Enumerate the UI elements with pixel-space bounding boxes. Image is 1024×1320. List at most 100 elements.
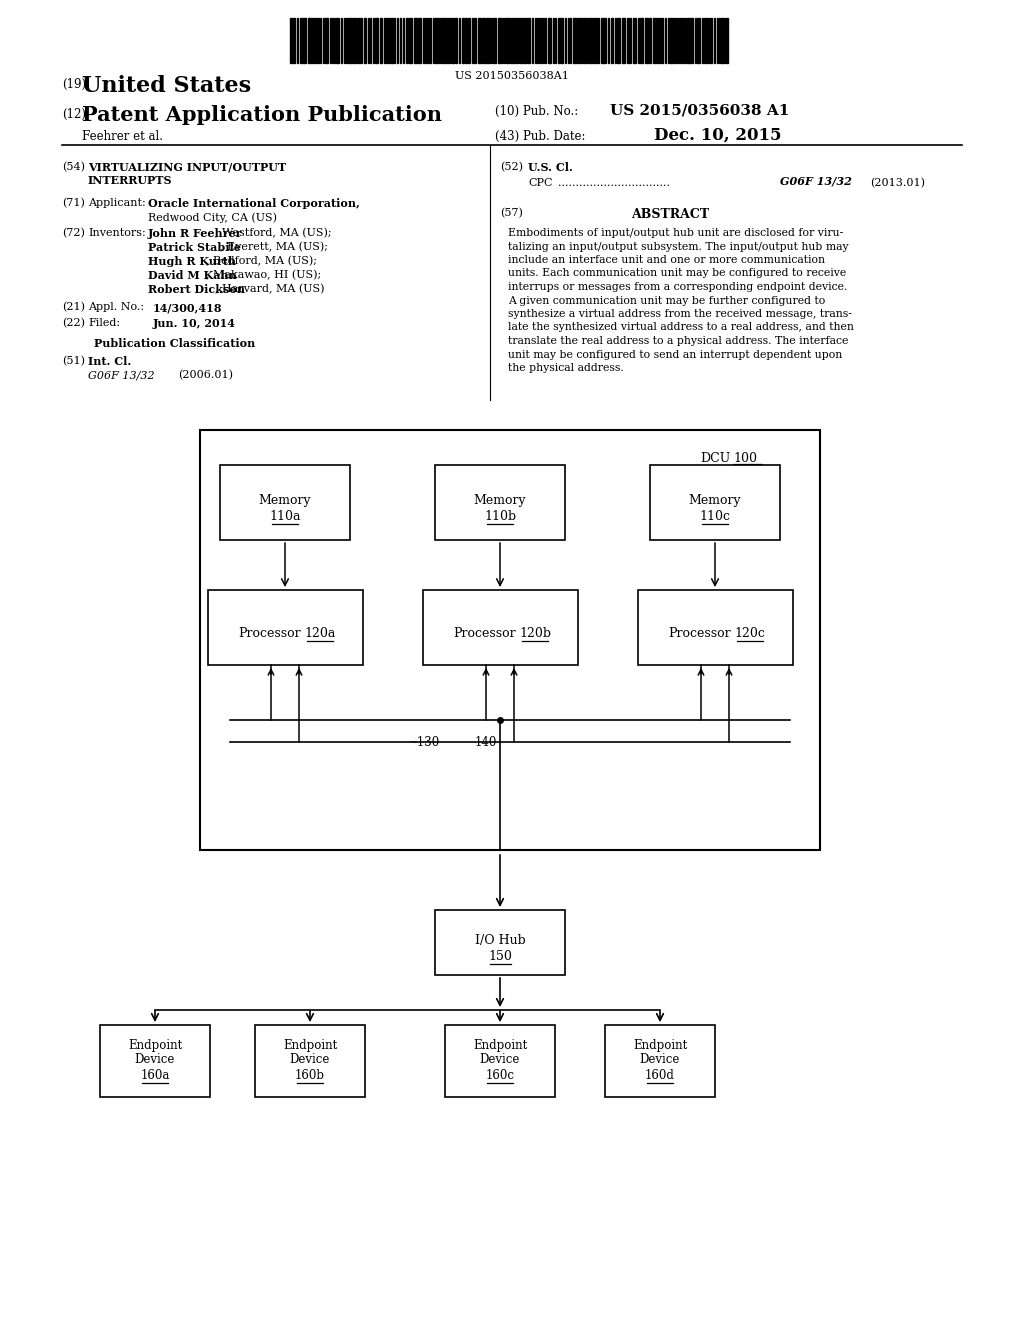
Text: Embodiments of input/output hub unit are disclosed for viru-: Embodiments of input/output hub unit are… <box>508 228 843 238</box>
Text: (72): (72) <box>62 228 85 239</box>
Bar <box>650 465 780 540</box>
Bar <box>364 18 366 63</box>
Text: the physical address.: the physical address. <box>508 363 624 374</box>
Bar <box>527 18 530 63</box>
Bar <box>406 18 408 63</box>
Text: 120b: 120b <box>519 627 551 640</box>
Text: Memory: Memory <box>259 494 311 507</box>
Text: 120c: 120c <box>734 627 765 640</box>
Bar <box>710 18 712 63</box>
Text: (51): (51) <box>62 356 85 367</box>
Bar <box>293 18 295 63</box>
Text: 110c: 110c <box>699 510 730 523</box>
Bar <box>611 18 613 63</box>
Bar <box>573 18 575 63</box>
Bar <box>680 18 682 63</box>
Text: CPC: CPC <box>528 178 553 187</box>
Bar <box>583 18 586 63</box>
Text: G06F 13/32: G06F 13/32 <box>88 370 155 380</box>
Bar <box>653 18 656 63</box>
Text: translate the real address to a physical address. The interface: translate the real address to a physical… <box>508 337 848 346</box>
Bar <box>352 18 355 63</box>
Bar <box>435 909 565 975</box>
Bar <box>390 18 393 63</box>
Bar <box>627 18 629 63</box>
Text: Patrick Stabile: Patrick Stabile <box>148 242 241 253</box>
Bar <box>387 18 389 63</box>
Text: synthesize a virtual address from the received message, trans-: synthesize a virtual address from the re… <box>508 309 852 319</box>
Text: late the synthesized virtual address to a real address, and then: late the synthesized virtual address to … <box>508 322 854 333</box>
Text: (10) Pub. No.:: (10) Pub. No.: <box>495 106 579 117</box>
Bar <box>520 18 522 63</box>
Bar <box>200 430 820 850</box>
Bar <box>317 18 319 63</box>
Text: 100: 100 <box>733 451 757 465</box>
Text: units. Each communication unit may be configured to receive: units. Each communication unit may be co… <box>508 268 846 279</box>
Text: Device: Device <box>480 1053 520 1067</box>
Bar <box>590 18 593 63</box>
Text: 160d: 160d <box>645 1069 675 1082</box>
Text: David M Kahn: David M Kahn <box>148 271 237 281</box>
Text: Endpoint: Endpoint <box>128 1039 182 1052</box>
Bar <box>638 590 793 665</box>
Bar <box>548 18 551 63</box>
Bar <box>605 1026 715 1097</box>
Bar <box>325 18 328 63</box>
Bar <box>594 18 597 63</box>
Bar <box>358 18 360 63</box>
Text: Device: Device <box>135 1053 175 1067</box>
Bar <box>300 18 302 63</box>
Bar <box>414 18 417 63</box>
Text: 110b: 110b <box>484 510 516 523</box>
Bar <box>649 18 651 63</box>
Text: 150: 150 <box>488 950 512 964</box>
Bar <box>435 18 438 63</box>
Text: 160c: 160c <box>485 1069 514 1082</box>
Bar <box>523 18 526 63</box>
Text: (21): (21) <box>62 302 85 313</box>
Text: (54): (54) <box>62 162 85 173</box>
Text: (2006.01): (2006.01) <box>178 370 233 380</box>
Text: Redwood City, CA (US): Redwood City, CA (US) <box>148 213 278 223</box>
Text: Filed:: Filed: <box>88 318 120 327</box>
Bar <box>474 18 476 63</box>
Bar <box>465 18 467 63</box>
Text: , Westford, MA (US);: , Westford, MA (US); <box>215 228 332 239</box>
Bar <box>622 18 625 63</box>
Bar <box>705 18 707 63</box>
Bar <box>494 18 496 63</box>
Bar <box>558 18 560 63</box>
Bar <box>587 18 589 63</box>
Bar <box>423 590 578 665</box>
Bar <box>577 18 580 63</box>
Text: Jun. 10, 2014: Jun. 10, 2014 <box>153 318 236 329</box>
Text: US 20150356038A1: US 20150356038A1 <box>455 71 569 81</box>
Text: 120a: 120a <box>304 627 336 640</box>
Text: talizing an input/output subsystem. The input/output hub may: talizing an input/output subsystem. The … <box>508 242 849 252</box>
Text: Int. Cl.: Int. Cl. <box>88 356 131 367</box>
Bar <box>308 18 311 63</box>
Text: Patent Application Publication: Patent Application Publication <box>82 106 442 125</box>
Text: interrups or messages from a corresponding endpoint device.: interrups or messages from a correspondi… <box>508 282 848 292</box>
Bar <box>435 465 565 540</box>
Bar <box>452 18 454 63</box>
Text: Processor: Processor <box>239 627 301 640</box>
Text: Memory: Memory <box>474 494 526 507</box>
Text: 160b: 160b <box>295 1069 325 1082</box>
Text: (43) Pub. Date:: (43) Pub. Date: <box>495 129 586 143</box>
Bar <box>462 18 464 63</box>
Text: John R Feehrer: John R Feehrer <box>148 228 243 239</box>
Text: Applicant:: Applicant: <box>88 198 145 209</box>
Bar <box>506 18 509 63</box>
Text: DCU: DCU <box>700 451 730 465</box>
Bar <box>418 18 421 63</box>
Bar <box>662 18 663 63</box>
Bar <box>455 18 457 63</box>
Text: , Makawao, HI (US);: , Makawao, HI (US); <box>206 271 321 280</box>
Bar <box>561 18 563 63</box>
Text: Processor: Processor <box>669 627 731 640</box>
Bar <box>725 18 728 63</box>
Text: Memory: Memory <box>689 494 741 507</box>
Bar <box>697 18 700 63</box>
Text: Device: Device <box>290 1053 330 1067</box>
